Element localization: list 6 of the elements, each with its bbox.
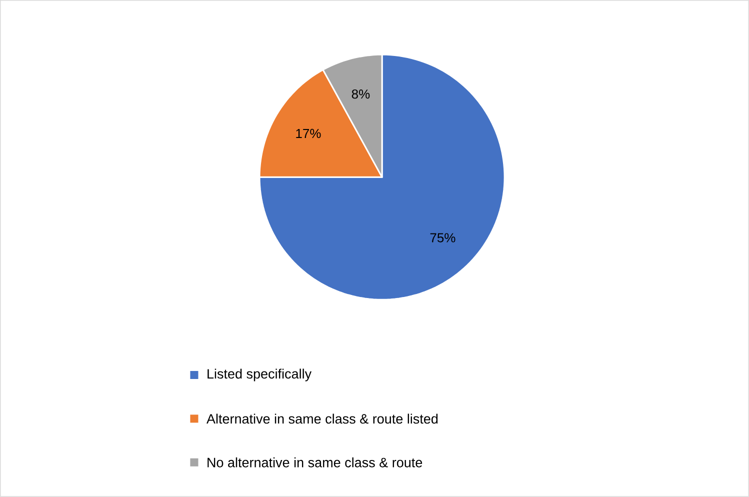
- legend-label: Alternative in same class & route listed: [206, 414, 438, 424]
- data-label: 8%: [352, 89, 370, 99]
- data-label: 75%: [430, 233, 456, 242]
- data-label: 17%: [296, 128, 321, 138]
- legend-label: Listed specifically: [208, 368, 312, 382]
- legend-label: No alternative in same class & route: [208, 457, 422, 468]
